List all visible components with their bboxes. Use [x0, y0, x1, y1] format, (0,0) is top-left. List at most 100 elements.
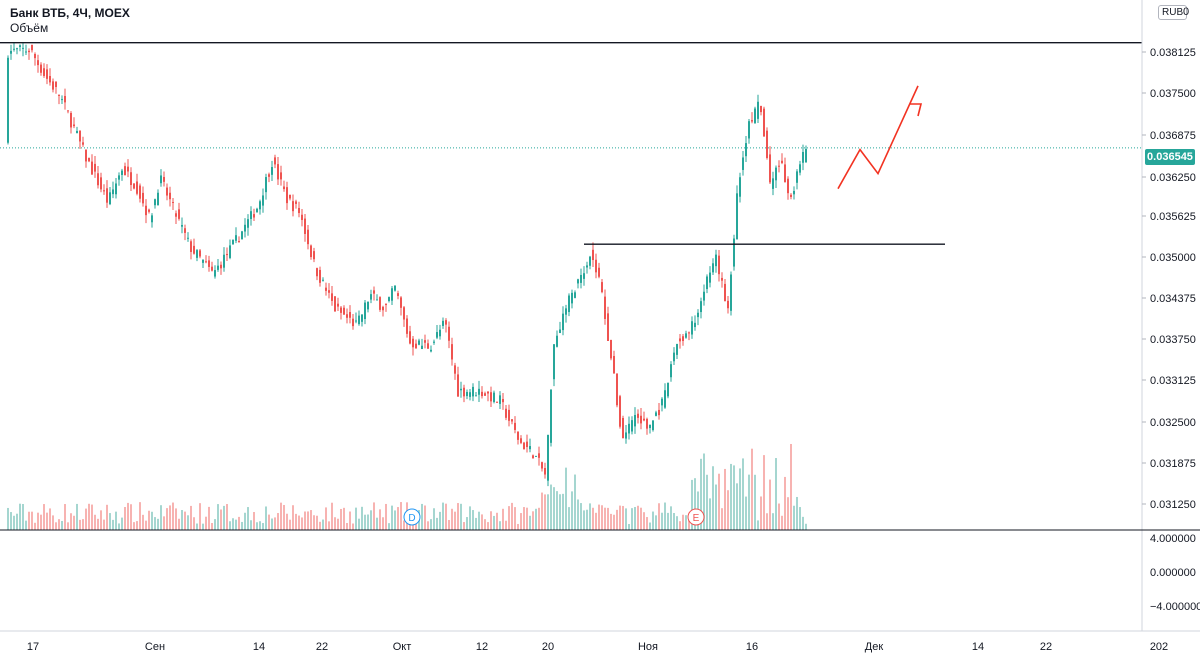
volume-bar: [490, 511, 492, 530]
volume-bar: [259, 521, 261, 530]
candle-body: [580, 274, 582, 283]
candle-body: [49, 76, 51, 83]
volume-bar: [475, 517, 477, 530]
candle-body: [274, 157, 276, 165]
candle-body: [271, 167, 273, 175]
candle-body: [361, 314, 363, 322]
candle-body: [166, 187, 168, 196]
candle-body: [304, 218, 306, 234]
volume-bar: [31, 511, 33, 530]
last-price-badge: 0.036545: [1145, 149, 1195, 165]
candle-body: [100, 177, 102, 190]
candle-body: [634, 414, 636, 427]
candle-body: [184, 228, 186, 233]
volume-bar: [235, 519, 237, 530]
candle-body: [112, 189, 114, 195]
volume-bar: [625, 508, 627, 530]
candle-body: [775, 167, 777, 181]
volume-bar: [739, 468, 741, 530]
volume-bar: [715, 484, 717, 530]
candle-body: [733, 238, 735, 267]
candle-body: [412, 338, 414, 348]
candle-body: [247, 219, 249, 228]
candle-body: [745, 143, 747, 157]
dividend-marker: [403, 508, 421, 526]
volume-bar: [619, 505, 621, 530]
volume-bar: [112, 519, 114, 530]
volume-bar: [679, 521, 681, 530]
volume-bar: [238, 516, 240, 530]
volume-bar: [325, 507, 327, 530]
candle-body: [664, 390, 666, 408]
volume-bar: [124, 506, 126, 530]
time-tick-label: 14: [253, 641, 265, 653]
candle-body: [190, 241, 192, 252]
candle-body: [613, 355, 615, 374]
volume-bar: [37, 512, 39, 530]
candle-body: [172, 202, 174, 204]
volume-bar: [226, 504, 228, 530]
candle-body: [685, 333, 687, 338]
volume-bar: [295, 513, 297, 530]
volume-bar: [763, 455, 765, 530]
price-tick-label: 0.031250: [1150, 499, 1196, 511]
volume-bar: [745, 496, 747, 530]
volume-bar: [622, 505, 624, 530]
volume-bar: [721, 508, 723, 530]
volume-bar: [247, 507, 249, 530]
candle-body: [511, 419, 513, 422]
candle-body: [496, 401, 498, 403]
candle-body: [625, 432, 627, 439]
candle-body: [250, 211, 252, 220]
candle-body: [286, 187, 288, 204]
volume-bar: [184, 511, 186, 530]
currency-badge[interactable]: RUB: [1158, 5, 1188, 20]
volume-bar: [802, 516, 804, 530]
candle-body: [265, 177, 267, 193]
candle-body: [610, 339, 612, 359]
volume-bar: [52, 515, 54, 530]
candle-body: [550, 389, 552, 443]
time-tick-label: Сен: [145, 641, 165, 653]
candle-body: [595, 259, 597, 273]
candle-body: [355, 320, 357, 322]
volume-bar: [280, 502, 282, 530]
volume-bar: [205, 516, 207, 530]
volume-bar: [43, 504, 45, 530]
candle-body: [295, 201, 297, 204]
candle-body: [706, 276, 708, 290]
candle-body: [46, 69, 48, 79]
volume-bar: [190, 505, 192, 530]
candle-body: [22, 47, 24, 49]
candle-body: [490, 392, 492, 402]
candle-body: [331, 293, 333, 301]
candle-body: [793, 190, 795, 195]
candle-body: [214, 270, 216, 277]
volume-bar: [580, 503, 582, 530]
candle-body: [646, 418, 648, 429]
candle-body: [547, 434, 549, 481]
candle-body: [64, 95, 66, 103]
volume-bar: [433, 508, 435, 530]
candle-body: [475, 395, 477, 397]
candle-body: [259, 201, 261, 210]
candle-body: [790, 194, 792, 197]
candle-body: [520, 438, 522, 443]
candle-body: [442, 320, 444, 326]
volume-bar: [376, 517, 378, 530]
candle-body: [541, 462, 543, 469]
candle-body: [388, 297, 390, 301]
volume-bar: [454, 511, 456, 530]
candle-body: [67, 110, 69, 112]
candle-body: [757, 101, 759, 119]
volume-bar: [631, 508, 633, 530]
volume-bar: [520, 513, 522, 530]
candle-body: [694, 322, 696, 328]
volume-bar: [436, 517, 438, 530]
price-tick-label: 0.032500: [1150, 417, 1196, 429]
candle-body: [523, 442, 525, 450]
candle-body: [760, 105, 762, 113]
candle-body: [688, 332, 690, 334]
candle-body: [40, 64, 42, 73]
